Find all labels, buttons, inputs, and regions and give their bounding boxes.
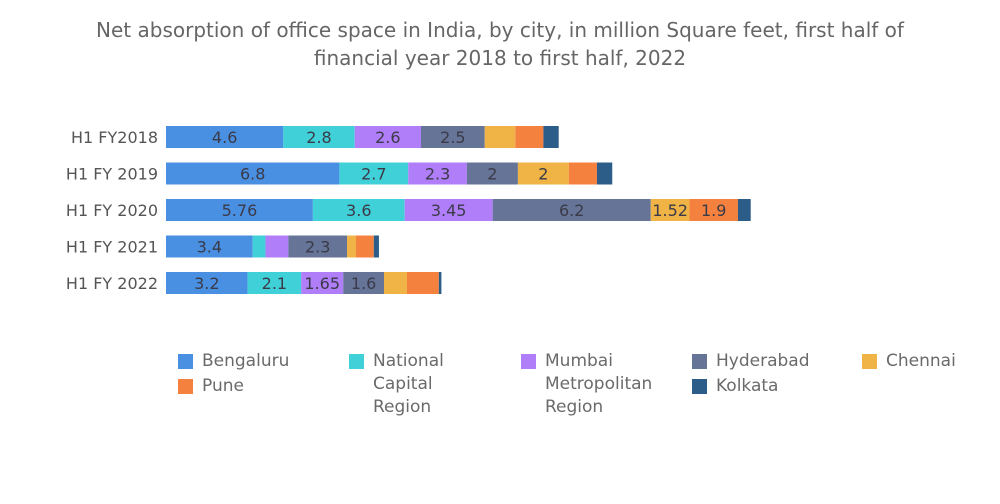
bar-segment-hyderabad xyxy=(288,235,348,258)
legend-item-bengaluru: Bengaluru xyxy=(178,350,289,373)
legend-swatch xyxy=(178,354,193,369)
data-label: 6.2 xyxy=(559,201,584,220)
bar-segment-hyderabad xyxy=(343,272,385,294)
stacked-bar-chart: H1 FY2018 4.6 2.8 2.6 2.5 H1 FY 2019 6.8 2.7 2.3… xyxy=(66,126,751,294)
bar-segment-hyderabad xyxy=(466,162,518,185)
bar-segment-pune xyxy=(515,126,544,148)
data-label: 2.8 xyxy=(306,128,331,147)
data-label: 3.2 xyxy=(194,274,219,293)
bar-segment-kolkata xyxy=(737,199,751,221)
bar-segment-national-capital-region xyxy=(283,126,355,148)
bar-segment-kolkata xyxy=(596,162,613,185)
bar-segment-bengaluru xyxy=(166,235,253,258)
bar-segment-hyderabad xyxy=(421,126,485,148)
bar-segment-pune xyxy=(406,272,439,294)
data-label: 2.3 xyxy=(425,165,450,184)
bar-segment-pune xyxy=(689,199,738,221)
legend-swatch xyxy=(862,354,877,369)
data-label: 2.3 xyxy=(305,238,330,257)
bar-segment-bengaluru xyxy=(166,272,248,294)
bar-segment-mumbai-metropolitan-region xyxy=(408,162,467,185)
data-label: 2.7 xyxy=(361,165,386,184)
legend-item-mumbai-metropolitan-region: Mumbai Metropolitan Region xyxy=(521,350,652,419)
legend-item-kolkata: Kolkata xyxy=(692,375,778,398)
legend-item-hyderabad: Hyderabad xyxy=(692,350,810,373)
legend-label: Bengaluru xyxy=(202,351,290,371)
bar-segment-pune xyxy=(355,235,374,258)
legend-label: Mumbai Metropolitan Region xyxy=(545,351,653,417)
legend-swatch xyxy=(178,379,193,394)
data-label: 1.65 xyxy=(304,274,340,293)
legend-item-pune: Pune xyxy=(178,375,244,398)
legend-label: Kolkata xyxy=(716,376,779,396)
y-tick-label: H1 FY 2019 xyxy=(66,165,158,184)
legend-label: Hyderabad xyxy=(716,351,810,371)
bar-segment-pune xyxy=(568,162,597,185)
y-tick-label: H1 FY 2021 xyxy=(66,238,158,257)
bar-segment-bengaluru xyxy=(166,199,313,221)
legend-swatch xyxy=(349,354,364,369)
data-label: 1.6 xyxy=(351,274,376,293)
bar-segment-national-capital-region xyxy=(312,199,405,221)
bar-segment-national-capital-region xyxy=(339,162,409,185)
bar-segment-mumbai-metropolitan-region xyxy=(354,126,421,148)
data-label: 1.9 xyxy=(701,201,726,220)
bar-segment-national-capital-region xyxy=(252,235,266,258)
legend-label: Pune xyxy=(202,376,244,396)
data-label: 2 xyxy=(487,165,497,184)
data-label: 6.8 xyxy=(240,165,265,184)
data-label: 1.52 xyxy=(652,201,688,220)
bar-segment-hyderabad xyxy=(492,199,651,221)
bar-segment-kolkata xyxy=(373,235,379,258)
data-label: 3.45 xyxy=(431,201,467,220)
bar-segment-kolkata xyxy=(543,126,559,148)
data-label: 3.4 xyxy=(197,238,222,257)
bar-segment-chennai xyxy=(517,162,569,185)
chart-legend: Bengaluru National Capital Region Mumbai M… xyxy=(0,350,1000,450)
bar-segment-chennai xyxy=(484,126,516,148)
y-tick-label: H1 FY 2020 xyxy=(66,201,158,220)
bar-segment-chennai xyxy=(384,272,407,294)
legend-swatch xyxy=(692,354,707,369)
bar-segment-bengaluru xyxy=(166,162,340,185)
legend-swatch xyxy=(692,379,707,394)
legend-item-national-capital-region: National Capital Region xyxy=(349,350,444,419)
legend-item-chennai: Chennai xyxy=(862,350,956,373)
chart-title: Net absorption of office space in India,… xyxy=(0,16,1000,72)
bar-segment-mumbai-metropolitan-region xyxy=(265,235,289,258)
bar-segment-mumbai-metropolitan-region xyxy=(301,272,344,294)
bar-segment-chennai xyxy=(347,235,356,258)
data-label: 4.6 xyxy=(212,128,237,147)
legend-label: National Capital Region xyxy=(373,351,444,417)
data-label: 2.1 xyxy=(262,274,287,293)
bar-segment-chennai xyxy=(650,199,690,221)
bar-segment-mumbai-metropolitan-region xyxy=(404,199,493,221)
data-label: 2 xyxy=(538,165,548,184)
chart-title-line-2: financial year 2018 to first half, 2022 xyxy=(313,46,687,70)
bar-segment-bengaluru xyxy=(166,126,284,148)
chart-title-line-1: Net absorption of office space in India,… xyxy=(96,18,904,42)
bar-segment-kolkata xyxy=(438,272,442,294)
data-label: 2.5 xyxy=(440,128,465,147)
bar-segment-national-capital-region xyxy=(247,272,302,294)
y-tick-label: H1 FY 2022 xyxy=(66,274,158,293)
y-tick-label: H1 FY2018 xyxy=(71,128,158,147)
legend-label: Chennai xyxy=(886,351,956,371)
data-label: 2.6 xyxy=(375,128,400,147)
data-label: 3.6 xyxy=(346,201,371,220)
legend-swatch xyxy=(521,354,536,369)
data-label: 5.76 xyxy=(222,201,258,220)
